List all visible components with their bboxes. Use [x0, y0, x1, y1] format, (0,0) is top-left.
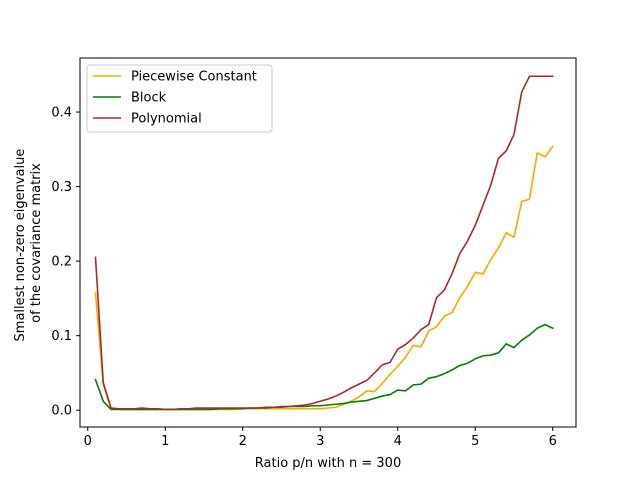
- legend-label-piecewise-constant: Piecewise Constant: [131, 70, 257, 85]
- legend: Piecewise Constant Block Polynomial: [86, 64, 273, 133]
- y-tick-label: 0.3: [51, 180, 72, 195]
- plot-frame: [79, 57, 577, 428]
- x-tick-label: 5: [471, 434, 479, 449]
- x-tick-label: 1: [161, 434, 169, 449]
- y-tick-label: 0.4: [51, 106, 72, 121]
- y-tick-label: 0.0: [51, 404, 72, 419]
- series-line-polynomial: [94, 75, 554, 411]
- legend-box: [86, 64, 273, 133]
- x-tick-label: 2: [239, 434, 247, 449]
- legend-label-block: Block: [131, 91, 167, 106]
- legend-label-polynomial: Polynomial: [131, 112, 202, 127]
- y-axis-label-line-1: Smallest non-zero eigenvalue: [13, 149, 28, 342]
- x-tick-label: 6: [549, 434, 557, 449]
- x-axis-label: Ratio p/n with n = 300: [255, 456, 401, 471]
- y-axis-label: Smallest non-zero eigenvalue of the cova…: [13, 145, 44, 342]
- y-tick-label: 0.1: [51, 329, 72, 344]
- y-axis-label-line-2: of the covariance matrix: [29, 163, 44, 323]
- x-tick-label: 4: [394, 434, 402, 449]
- series-layer: [94, 75, 554, 411]
- y-tick-label: 0.2: [51, 255, 72, 270]
- y-axis: 0.0 0.1 0.2 0.3 0.4: [51, 106, 80, 419]
- x-tick-label: 3: [316, 434, 324, 449]
- x-tick-label: 0: [84, 434, 92, 449]
- x-axis: 0 1 2 3 4 5 6: [84, 427, 557, 449]
